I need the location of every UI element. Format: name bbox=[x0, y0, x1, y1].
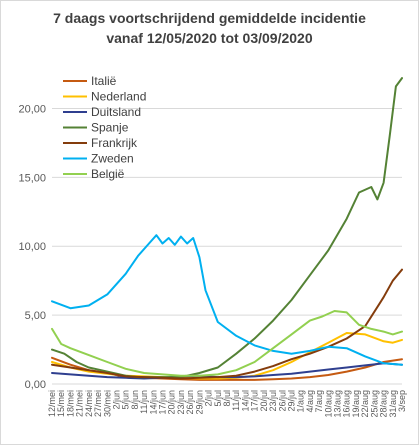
legend-label: Frankrijk bbox=[91, 136, 138, 150]
gridlines bbox=[52, 107, 402, 385]
x-tick-label: 23/jul bbox=[268, 390, 278, 412]
x-tick-label: 19/aug bbox=[351, 390, 361, 418]
legend-label: België bbox=[91, 167, 125, 181]
series-line bbox=[51, 77, 403, 379]
x-tick-label: 28/aug bbox=[379, 390, 389, 418]
x-tick-label: 13/aug bbox=[333, 390, 343, 418]
x-tick-label: 31/aug bbox=[388, 390, 398, 418]
x-tick-label: 11/jul bbox=[231, 390, 241, 411]
x-tick-label: 7/aug bbox=[314, 390, 324, 413]
legend-label: Zweden bbox=[91, 152, 134, 166]
x-tick-label: 15/mei bbox=[56, 390, 66, 417]
x-tick-label: 1/aug bbox=[296, 390, 306, 413]
x-tick-label: 10/aug bbox=[323, 390, 333, 418]
legend-label: Italië bbox=[91, 74, 117, 88]
legend-label: Nederland bbox=[91, 90, 146, 104]
x-tick-label: 29/jun bbox=[194, 390, 204, 415]
x-tick-label: 3/sep bbox=[397, 390, 407, 412]
y-tick-label: 0,00 bbox=[25, 379, 46, 391]
series-line bbox=[51, 310, 403, 377]
y-tick-label: 10,00 bbox=[18, 241, 46, 253]
x-tick-label: 21/mei bbox=[75, 390, 85, 417]
x-tick-label: 14/jun bbox=[148, 390, 158, 415]
chart-title-line1: 7 daags voortschrijdend gemiddelde incid… bbox=[53, 10, 366, 26]
series-line bbox=[51, 268, 403, 380]
chart-title-line2: vanaf 12/05/2020 tot 03/09/2020 bbox=[106, 30, 313, 46]
x-tick-label: 16/aug bbox=[342, 390, 352, 418]
x-tick-label: 17/jun bbox=[158, 390, 168, 415]
x-tick-label: 17/jul bbox=[250, 390, 260, 412]
x-tick-label: 12/mei bbox=[47, 390, 57, 417]
x-tick-label: 23/jun bbox=[176, 390, 186, 415]
legend-label: Spanje bbox=[91, 121, 129, 135]
series-lines bbox=[51, 77, 403, 381]
y-tick-label: 5,00 bbox=[25, 310, 46, 322]
legend-label: Duitsland bbox=[91, 105, 141, 119]
x-tick-label: 5/jun bbox=[121, 390, 131, 410]
x-tick-label: 27/mei bbox=[93, 390, 103, 417]
x-tick-label: 24/mei bbox=[84, 390, 94, 417]
chart-title: 7 daags voortschrijdend gemiddelde incid… bbox=[0, 8, 419, 48]
x-tick-label: 22/aug bbox=[360, 390, 370, 418]
x-tick-label: 8/jun bbox=[130, 390, 140, 410]
x-tick-label: 26/jul bbox=[277, 390, 287, 412]
y-axis-ticks: 0,00 5,00 10,00 15,00 20,00 bbox=[18, 103, 46, 391]
y-tick-label: 15,00 bbox=[18, 172, 46, 184]
y-tick-label: 20,00 bbox=[18, 103, 46, 115]
x-tick-label: 20/jun bbox=[167, 390, 177, 415]
x-tick-label: 30/mei bbox=[102, 390, 112, 417]
x-tick-label: 11/jun bbox=[139, 390, 149, 414]
x-tick-label: 5/jul bbox=[213, 390, 223, 407]
x-tick-label: 14/jul bbox=[240, 390, 250, 412]
x-tick-label: 2/jul bbox=[204, 390, 214, 407]
series-line bbox=[51, 234, 403, 366]
x-tick-label: 8/jul bbox=[222, 390, 232, 407]
x-tick-label: 26/jun bbox=[185, 390, 195, 415]
x-tick-label: 18/mei bbox=[65, 390, 75, 417]
x-tick-label: 29/jul bbox=[286, 390, 296, 412]
x-tick-label: 25/aug bbox=[369, 390, 379, 418]
x-axis-ticks: 12/mei 15/mei 18/mei 21/mei 24/mei 27/mei 30/m… bbox=[47, 390, 407, 418]
x-tick-label: 2/jun bbox=[111, 390, 121, 410]
x-tick-label: 4/aug bbox=[305, 390, 315, 413]
x-tick-label: 20/jul bbox=[259, 390, 269, 412]
